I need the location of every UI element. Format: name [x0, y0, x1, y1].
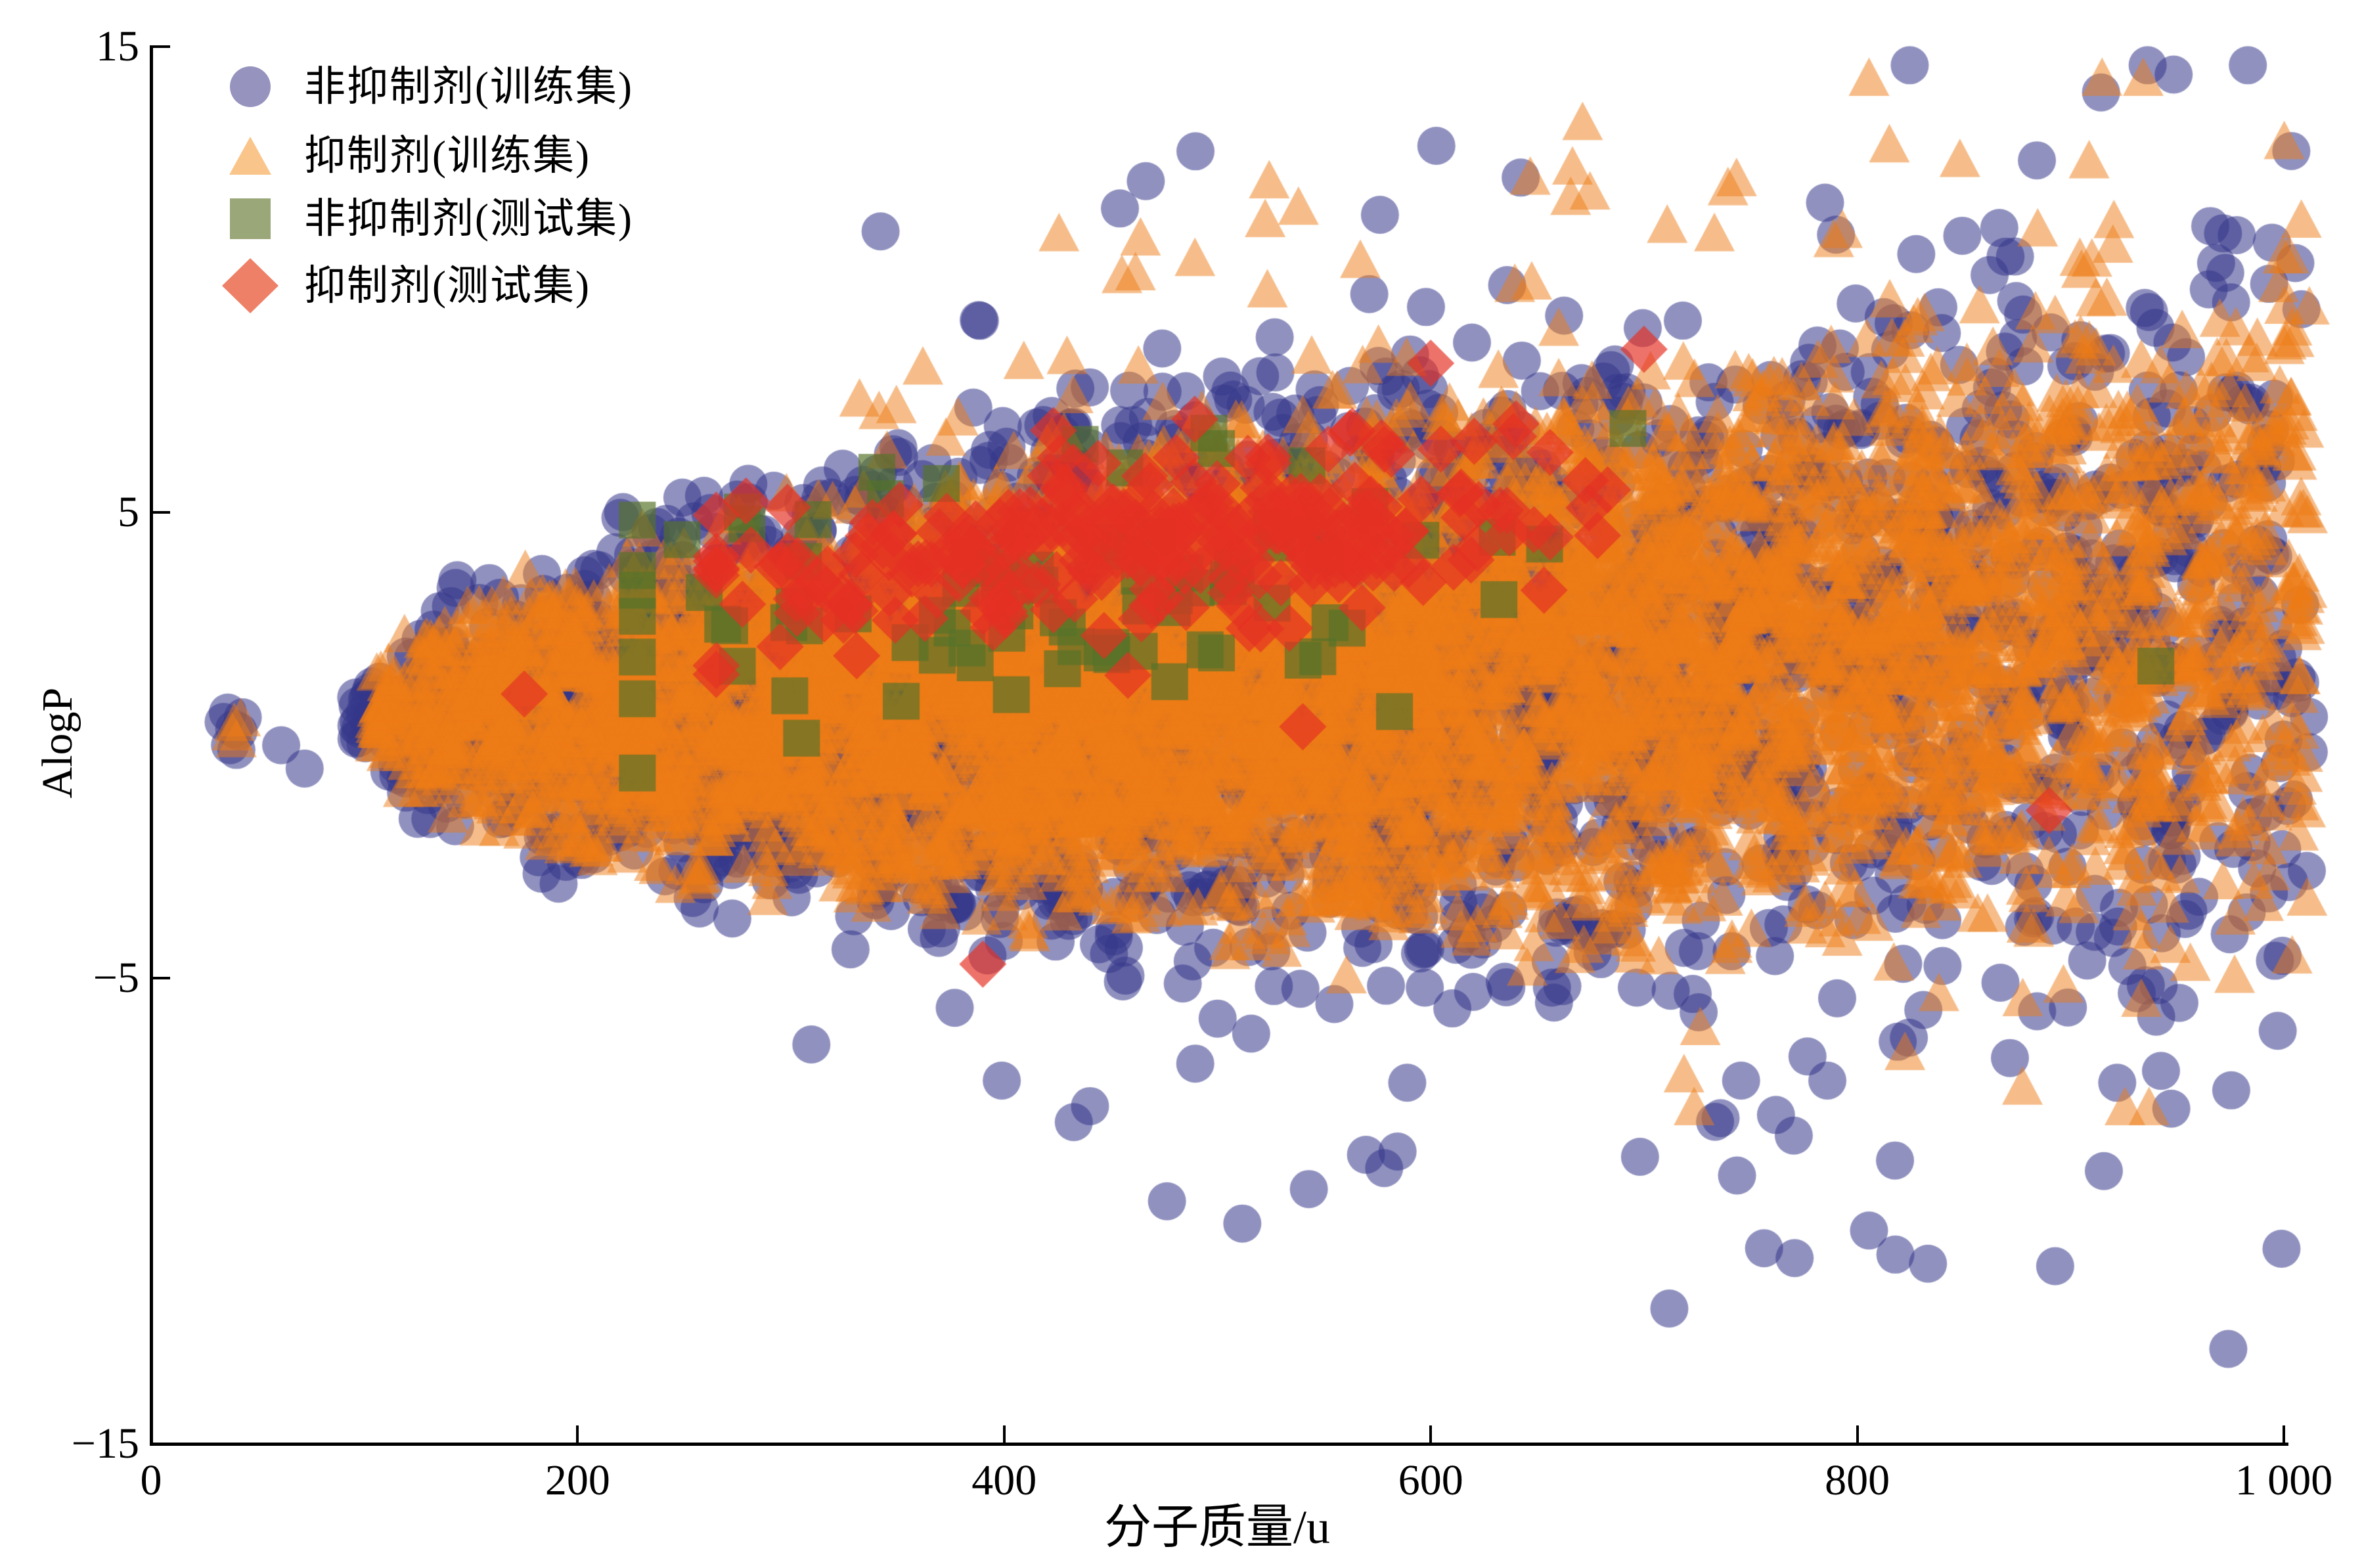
- legend-item-label: 非抑制剂(训练集): [304, 64, 633, 110]
- y-tick-label: 5: [118, 488, 139, 536]
- x-tick: [576, 1425, 579, 1443]
- legend-marker-box: [217, 198, 283, 240]
- y-tick: [153, 511, 170, 514]
- legend-item-square: 非抑制剂(测试集): [217, 196, 633, 242]
- legend-marker-box: [217, 135, 283, 176]
- x-tick: [2283, 1425, 2285, 1443]
- legend-item-label: 抑制剂(训练集): [304, 133, 590, 179]
- legend-item-circle: 非抑制剂(训练集): [217, 64, 633, 110]
- legend-item-diamond: 抑制剂(测试集): [217, 257, 590, 315]
- circle-marker-icon: [230, 66, 271, 107]
- y-tick: [153, 45, 170, 48]
- y-tick: [153, 977, 170, 979]
- y-tick-label: −15: [71, 1420, 139, 1467]
- x-axis-title: 分子质量/u: [1103, 1501, 1330, 1554]
- x-tick-label: 0: [140, 1456, 162, 1504]
- diamond-marker-icon: [222, 258, 279, 313]
- legend-marker-box: [217, 257, 283, 315]
- x-tick: [1856, 1425, 1859, 1443]
- x-tick: [1429, 1425, 1433, 1443]
- x-tick-label: 400: [971, 1456, 1037, 1504]
- square-marker-icon: [230, 198, 271, 239]
- legend-item-label: 抑制剂(测试集): [304, 263, 590, 309]
- y-tick-label: 15: [96, 22, 139, 70]
- y-axis-title: AlogP: [33, 687, 81, 799]
- triangle-marker-icon: [229, 137, 271, 175]
- x-tick-label: 200: [545, 1456, 610, 1504]
- y-axis-spine: [150, 45, 153, 1446]
- y-tick-label: −5: [93, 954, 139, 1002]
- x-axis-spine: [150, 1443, 2288, 1446]
- x-tick-label: 800: [1825, 1456, 1890, 1504]
- legend-marker-box: [217, 66, 283, 108]
- legend-item-triangle: 抑制剂(训练集): [217, 133, 590, 179]
- x-tick: [1002, 1425, 1006, 1443]
- x-tick-label: 1 000: [2235, 1456, 2333, 1504]
- x-tick-label: 600: [1398, 1456, 1463, 1504]
- legend-item-label: 非抑制剂(测试集): [304, 196, 633, 242]
